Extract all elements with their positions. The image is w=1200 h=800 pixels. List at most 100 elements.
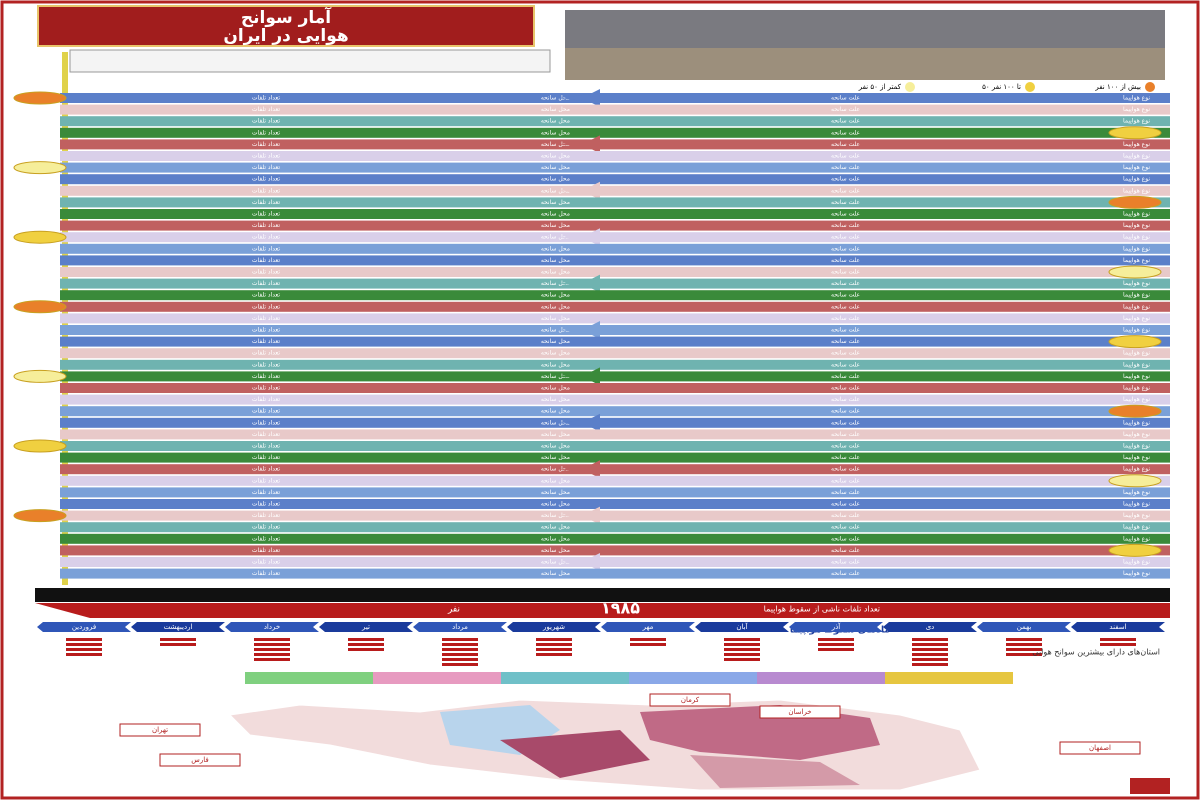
year-badge: [1108, 543, 1162, 557]
row-header: تعداد تلفات: [252, 373, 280, 380]
row-header: محل سانحه: [541, 164, 570, 171]
row-header: محل سانحه: [541, 129, 570, 136]
month-label: تیر: [361, 623, 370, 631]
row-header: تعداد تلفات: [252, 454, 280, 461]
row-band: [60, 255, 1170, 266]
month-label: مهر: [642, 623, 654, 631]
row-header: تعداد تلفات: [252, 501, 280, 508]
row-header: نوع هواپیما: [1123, 176, 1150, 183]
row-header: نوع هواپیما: [1123, 141, 1150, 148]
month-icon: [254, 648, 290, 651]
row-header: علت سانحه: [831, 477, 860, 484]
month-icon: [724, 653, 760, 656]
total-value: ۱۹۸۵: [601, 599, 640, 618]
row-header: نوع هواپیما: [1123, 292, 1150, 299]
row-header: تعداد تلفات: [252, 535, 280, 542]
row-header: نوع هواپیما: [1123, 234, 1150, 241]
row-header: علت سانحه: [831, 489, 860, 496]
row-header: تعداد تلفات: [252, 280, 280, 287]
month-icon: [630, 638, 666, 641]
row-header: علت سانحه: [831, 153, 860, 160]
month-icon: [254, 653, 290, 656]
month-label: شهریور: [542, 623, 565, 631]
month-chevron: [695, 622, 789, 632]
row-header: علت سانحه: [831, 245, 860, 252]
row-header: تعداد تلفات: [252, 327, 280, 334]
year-badge: [13, 91, 67, 105]
map-region: [640, 705, 880, 760]
month-chevron: [37, 622, 131, 632]
row-header: علت سانحه: [831, 292, 860, 299]
row-band: [60, 383, 1170, 393]
month-icon: [912, 653, 948, 656]
plane-icon: [560, 553, 620, 571]
plane-icon: [560, 135, 620, 154]
row-header: علت سانحه: [831, 315, 860, 322]
row-header: تعداد تلفات: [252, 222, 280, 229]
year-badge: [13, 369, 67, 383]
row-header: علت سانحه: [831, 118, 860, 125]
row-band: [60, 197, 1170, 208]
month-icon: [442, 653, 478, 656]
row-band: [60, 441, 1170, 451]
month-icon: [1006, 638, 1042, 641]
row-band: [60, 348, 1170, 359]
month-icon: [348, 648, 384, 651]
month-label: فروردین: [72, 623, 96, 631]
row-header: تعداد تلفات: [252, 419, 280, 426]
row-header: محل سانحه: [541, 466, 570, 473]
row-header: نوع هواپیما: [1123, 431, 1150, 438]
intro-text: [69, 49, 551, 73]
row-header: تعداد تلفات: [252, 466, 280, 473]
year-badge: [1108, 195, 1162, 209]
row-band: [60, 568, 1170, 579]
row-header: نوع هواپیما: [1123, 118, 1150, 125]
month-icon: [724, 658, 760, 661]
row-header: نوع هواپیما: [1123, 535, 1150, 542]
row-band: [60, 243, 1170, 254]
row-band: [60, 545, 1170, 556]
row-header: محل سانحه: [541, 431, 570, 438]
row-header: نوع هواپیما: [1123, 327, 1150, 334]
year-badge: [13, 161, 67, 175]
row-header: محل سانحه: [541, 524, 570, 531]
row-header: نوع هواپیما: [1123, 222, 1150, 229]
row-header: تعداد تلفات: [252, 292, 280, 299]
row-header: علت سانحه: [831, 547, 860, 554]
row-header: تعداد تلفات: [252, 338, 280, 345]
row-header: علت سانحه: [831, 385, 860, 392]
row-band: [60, 267, 1170, 277]
row-header: علت سانحه: [831, 361, 860, 368]
map-region: [690, 755, 860, 788]
map-label: فارس: [191, 756, 208, 764]
row-header: نوع هواپیما: [1123, 245, 1150, 252]
legend-label: ۵۰ تا ۱۰۰ نفر: [982, 83, 1021, 91]
month-chevron: [883, 622, 977, 632]
row-band: [60, 522, 1170, 533]
row-header: محل سانحه: [541, 559, 570, 566]
row-header: نوع هواپیما: [1123, 164, 1150, 171]
row-header: علت سانحه: [831, 396, 860, 403]
month-icon: [1006, 653, 1042, 656]
row-header: علت سانحه: [831, 350, 860, 357]
month-icon: [724, 648, 760, 651]
month-label: بهمن: [1017, 623, 1032, 631]
year-badge: [1108, 335, 1162, 349]
row-header: علت سانحه: [831, 431, 860, 438]
year-badge: [13, 300, 67, 314]
row-header: علت سانحه: [831, 280, 860, 287]
plane-icon: [560, 274, 620, 293]
total-unit: نفر: [447, 605, 460, 615]
row-header: محل سانحه: [541, 199, 570, 206]
banner-red: [35, 603, 1170, 618]
row-header: تعداد تلفات: [252, 257, 280, 264]
row-band: [60, 533, 1170, 544]
row-header: علت سانحه: [831, 95, 860, 102]
month-icon: [1100, 638, 1136, 641]
month-icon: [442, 638, 478, 641]
row-header: نوع هواپیما: [1123, 570, 1150, 577]
row-header: محل سانحه: [541, 443, 570, 450]
month-icon: [536, 638, 572, 641]
row-header: محل سانحه: [541, 245, 570, 252]
